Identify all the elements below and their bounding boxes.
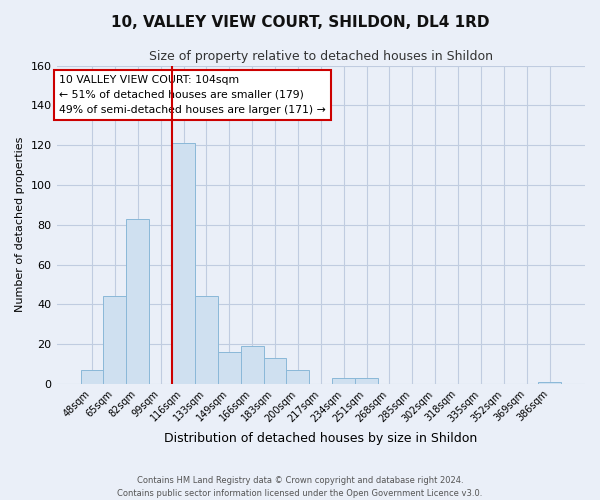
Title: Size of property relative to detached houses in Shildon: Size of property relative to detached ho…	[149, 50, 493, 63]
Bar	[355, 378, 378, 384]
Bar	[103, 296, 127, 384]
Y-axis label: Number of detached properties: Number of detached properties	[15, 137, 25, 312]
Text: 10 VALLEY VIEW COURT: 104sqm
← 51% of detached houses are smaller (179)
49% of s: 10 VALLEY VIEW COURT: 104sqm ← 51% of de…	[59, 75, 326, 114]
Text: 10, VALLEY VIEW COURT, SHILDON, DL4 1RD: 10, VALLEY VIEW COURT, SHILDON, DL4 1RD	[111, 15, 489, 30]
Bar	[263, 358, 286, 384]
X-axis label: Distribution of detached houses by size in Shildon: Distribution of detached houses by size …	[164, 432, 478, 445]
Bar	[241, 346, 263, 384]
Bar	[286, 370, 310, 384]
Bar	[172, 143, 195, 384]
Bar	[332, 378, 355, 384]
Bar	[218, 352, 241, 384]
Bar	[195, 296, 218, 384]
Bar	[127, 219, 149, 384]
Bar	[80, 370, 103, 384]
Bar	[538, 382, 561, 384]
Text: Contains HM Land Registry data © Crown copyright and database right 2024.
Contai: Contains HM Land Registry data © Crown c…	[118, 476, 482, 498]
